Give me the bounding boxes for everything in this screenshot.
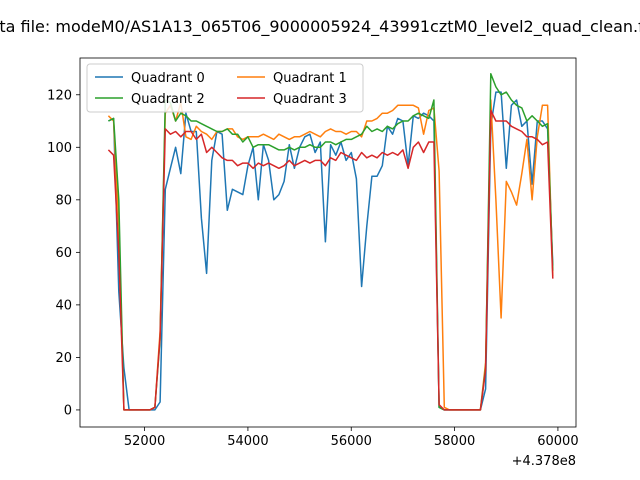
x-axis: 52000 54000 56000 58000 60000 bbox=[124, 427, 579, 449]
y-tick-label: 40 bbox=[55, 298, 72, 313]
legend-label: Quadrant 0 bbox=[131, 71, 205, 86]
chart-title: Data file: modeM0/AS1A13_065T06_90000059… bbox=[0, 17, 640, 37]
x-tick-label: 58000 bbox=[434, 434, 475, 449]
y-tick-label: 100 bbox=[47, 141, 72, 156]
legend-label: Quadrant 2 bbox=[131, 92, 205, 107]
series-line-quadrant-3 bbox=[107, 109, 554, 411]
y-tick-label: 60 bbox=[55, 246, 72, 261]
plot-area bbox=[107, 73, 554, 411]
y-axis: 0 20 40 60 80 100 120 bbox=[47, 88, 80, 418]
x-tick-label: 56000 bbox=[331, 434, 372, 449]
legend-box bbox=[86, 63, 364, 113]
y-tick-label: 20 bbox=[55, 351, 72, 366]
y-tick-label: 80 bbox=[55, 193, 72, 208]
legend-label: Quadrant 1 bbox=[273, 71, 347, 86]
legend-label: Quadrant 3 bbox=[273, 92, 347, 107]
axes-frame bbox=[79, 57, 577, 428]
x-tick-label: 52000 bbox=[124, 434, 165, 449]
x-tick-label: 54000 bbox=[227, 434, 268, 449]
x-axis-offset-label: +4.378e8 bbox=[512, 454, 576, 469]
y-tick-label: 120 bbox=[47, 88, 72, 103]
x-tick-label: 60000 bbox=[537, 434, 578, 449]
legend: Quadrant 0 Quadrant 1 Quadrant 2 Quadrant 3 bbox=[86, 63, 364, 113]
y-tick-label: 0 bbox=[64, 403, 72, 418]
